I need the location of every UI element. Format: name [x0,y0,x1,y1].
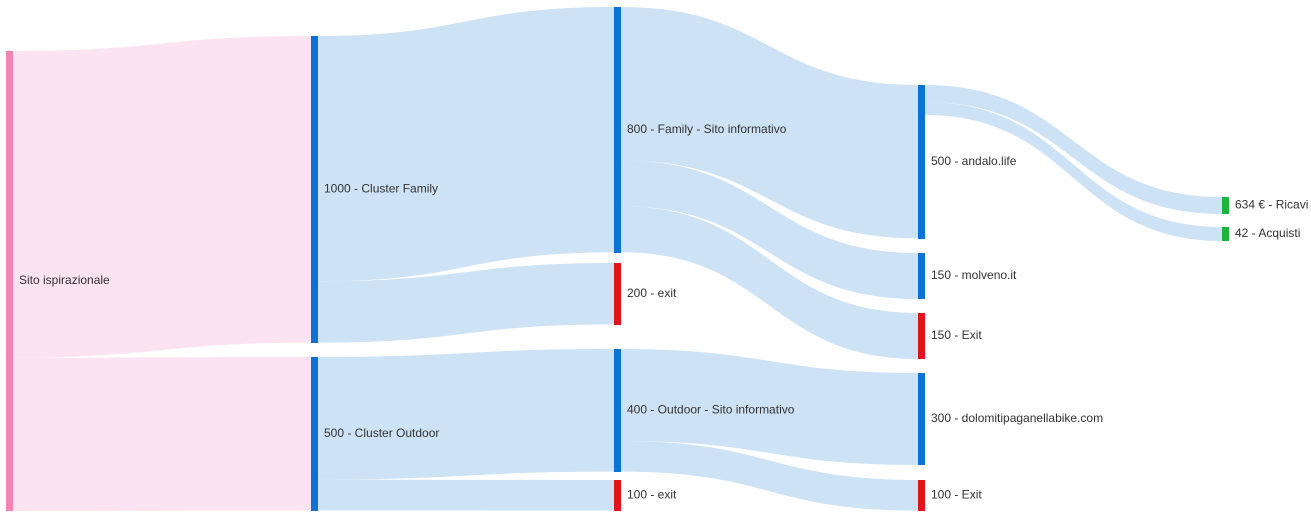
node-label-dolomiti: 300 - dolomitipaganellabike.com [931,411,1103,425]
node-exit200[interactable] [614,263,621,325]
link-outdoor-to-exit100a[interactable] [318,479,614,511]
link-family-to-fam_info[interactable] [318,7,614,282]
node-label-fam_info: 800 - Family - Sito informativo [627,122,787,136]
node-label-exit150: 150 - Exit [931,328,982,342]
node-outdoor[interactable] [311,357,318,511]
node-acquisti[interactable] [1222,227,1229,241]
link-andalo-to-acquisti[interactable] [925,102,1222,241]
node-molveno[interactable] [918,253,925,299]
node-exit100a[interactable] [614,480,621,511]
node-label-exit100b: 100 - Exit [931,488,982,502]
link-sito-to-family[interactable] [13,36,311,358]
sankey-links [13,7,1222,512]
node-exit100b[interactable] [918,480,925,511]
node-label-family: 1000 - Cluster Family [324,182,438,196]
node-fam_info[interactable] [614,7,621,253]
link-fam_info-to-andalo[interactable] [621,7,918,239]
node-dolomiti[interactable] [918,373,925,465]
sankey-nodes [6,7,1229,511]
node-label-ricavi: 634 € - Ricavi [1235,198,1308,212]
sankey-labels: Sito ispirazionale 1000 - Cluster Family 5… [19,122,1308,502]
node-ricavi[interactable] [1222,197,1229,214]
node-label-acquisti: 42 - Acquisti [1235,226,1300,240]
node-label-molveno: 150 - molveno.it [931,268,1017,282]
node-andalo[interactable] [918,85,925,239]
node-label-exit200: 200 - exit [627,286,677,300]
node-exit150[interactable] [918,313,925,359]
link-out_info-to-exit100b[interactable] [621,441,918,511]
node-label-outdoor: 500 - Cluster Outdoor [324,426,439,440]
link-andalo-to-ricavi[interactable] [925,85,1222,214]
node-sito[interactable] [6,51,13,511]
link-family-to-exit200[interactable] [318,263,614,343]
node-label-out_info: 400 - Outdoor - Sito informativo [627,403,795,417]
link-fam_info-to-exit150[interactable] [621,206,918,359]
link-sito-to-outdoor[interactable] [13,357,311,512]
link-fam_info-to-molveno[interactable] [621,160,918,299]
node-label-andalo: 500 - andalo.life [931,154,1017,168]
link-outdoor-to-out_info[interactable] [318,349,614,480]
node-label-exit100a: 100 - exit [627,488,677,502]
node-out_info[interactable] [614,349,621,472]
node-label-sito: Sito ispirazionale [19,273,110,287]
node-family[interactable] [311,36,318,343]
link-out_info-to-dolomiti[interactable] [621,349,918,465]
